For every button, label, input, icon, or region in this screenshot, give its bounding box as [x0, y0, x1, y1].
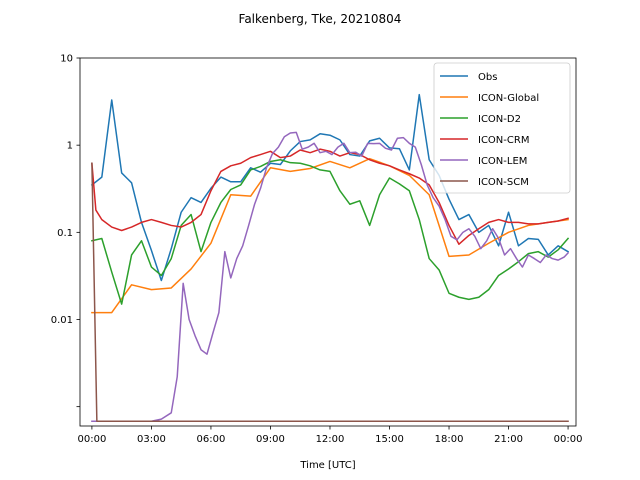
x-tick-label: 06:00	[197, 434, 226, 445]
legend-label: ICON-D2	[478, 114, 521, 125]
x-axis: 00:00 03:00 06:00 09:00 12:00 15:00 18:00 21:00…	[77, 426, 582, 445]
x-tick-label: 21:00	[494, 434, 523, 445]
x-tick-label: 15:00	[375, 434, 404, 445]
series-line-icon-scm	[91, 162, 569, 423]
x-tick-label: 03:00	[137, 434, 166, 445]
y-tick-label: 0.01	[51, 315, 73, 326]
x-tick-label: 18:00	[435, 434, 464, 445]
x-axis-label: Time [UTC]	[299, 460, 355, 471]
legend-label: ICON-CRM	[478, 135, 529, 146]
x-tick-label: 00:00	[554, 434, 583, 445]
chart-title: Falkenberg, Tke, 20210804	[239, 12, 402, 26]
y-tick-label: 10	[60, 54, 73, 65]
plot-frame	[79, 57, 577, 427]
legend-label: ICON-Global	[478, 93, 539, 104]
y-axis: 10 1 0.1 0.01	[51, 54, 80, 408]
x-tick-label: 12:00	[316, 434, 345, 445]
y-tick-label: 0.1	[57, 228, 73, 239]
x-tick-label: 00:00	[77, 434, 106, 445]
series-line-icon-d2	[90, 159, 570, 305]
legend-label: ICON-SCM	[478, 177, 529, 188]
series-layer	[90, 93, 570, 423]
series-line-icon-global	[91, 157, 569, 314]
legend: Obs ICON-Global ICON-D2 ICON-CRM ICON-LEM ICO…	[433, 62, 571, 194]
y-tick-label: 1	[67, 141, 73, 152]
legend-label: Obs	[478, 72, 497, 83]
legend-box	[433, 62, 571, 194]
series-line-icon-crm	[91, 148, 569, 245]
legend-label: ICON-LEM	[478, 156, 527, 167]
series-line-obs	[90, 93, 570, 282]
series-line-icon-lem	[91, 131, 570, 423]
x-tick-label: 09:00	[256, 434, 285, 445]
